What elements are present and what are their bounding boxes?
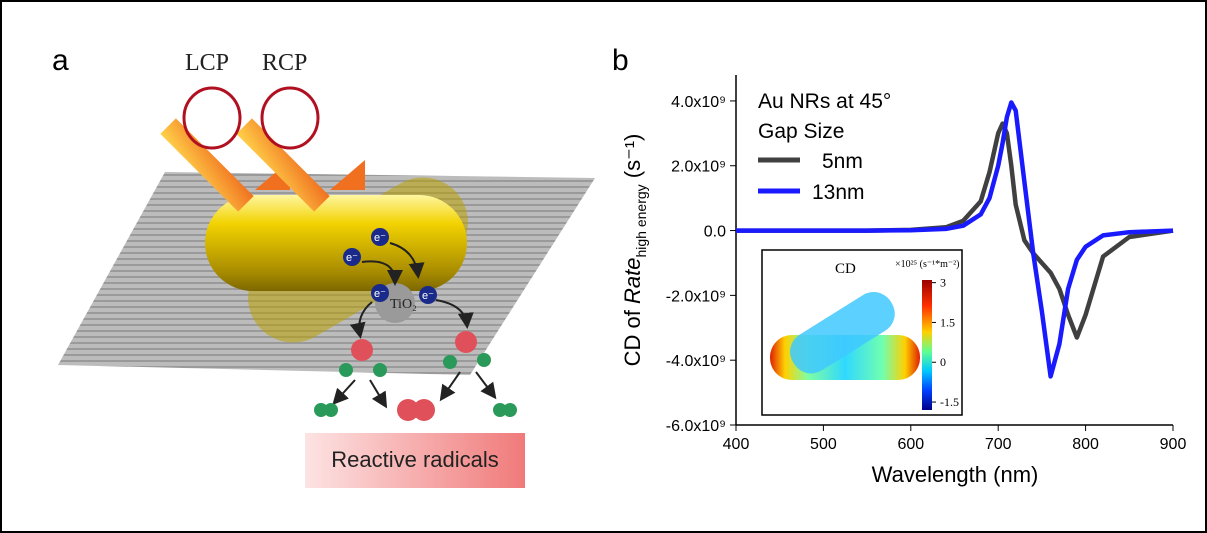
inset-shape (790, 292, 895, 374)
y-label-part: CD of (620, 304, 645, 366)
light-beam (236, 118, 330, 212)
colorbar-tick-label: 3 (940, 276, 946, 290)
legend-label: 5nm (822, 150, 863, 173)
panel-label: b (612, 44, 629, 77)
arrow (361, 260, 403, 286)
y-tick-label: -4.0x10⁹ (666, 353, 726, 370)
inset-title: CD (835, 261, 856, 277)
legend-title: Gap Size (758, 120, 844, 143)
rcp-label: RCP (262, 50, 307, 76)
y-label-part: high energy (633, 184, 649, 257)
arrow (332, 379, 356, 405)
lcp-label: LCP (185, 50, 229, 76)
x-tick-label: 900 (1160, 436, 1187, 453)
electron (419, 286, 437, 304)
caption-box (305, 433, 525, 488)
arrow (369, 379, 388, 409)
electron (371, 284, 389, 302)
y-label-part: Rate (620, 258, 645, 304)
legend-title: Au NRs at 45° (758, 90, 891, 113)
y-tick-label: 0.0 (704, 224, 726, 241)
x-axis-label: Wavelength (nm) (872, 462, 1039, 487)
radicals (314, 399, 517, 421)
y-axis-label: CD of Ratehigh energy (s⁻¹) (620, 134, 649, 367)
panel-a: a LCP RCP TiO₂ e⁻ e⁻ e⁻ e⁻ (52, 44, 595, 488)
arrow (439, 371, 461, 402)
y-tick-label: 2.0x10⁹ (671, 159, 726, 176)
colorbar (922, 280, 932, 410)
series-line (736, 100, 1174, 379)
x-tick-label: 400 (723, 436, 750, 453)
x-tick-label: 800 (1072, 436, 1099, 453)
colorbar-tick-label: -1.5 (940, 395, 959, 409)
panel-label: a (52, 44, 69, 77)
electron-label: e⁻ (374, 232, 386, 244)
electron-label: e⁻ (374, 288, 386, 300)
colorbar-tick-label: 0 (940, 355, 946, 369)
circular-arrow (260, 86, 320, 150)
arrow (435, 299, 474, 329)
electron-label: e⁻ (422, 290, 434, 302)
light-beam (160, 118, 254, 212)
electron (371, 228, 389, 246)
colorbar-tick-label: 1.5 (940, 315, 955, 329)
tio2-label: TiO₂ (390, 297, 417, 312)
circular-arrow (182, 86, 242, 150)
arrow (475, 371, 497, 400)
colorbar-label: ×10²⁵ (s⁻¹*m⁻²) (895, 259, 960, 270)
arrow (389, 242, 425, 279)
y-label-part: (s⁻¹) (620, 134, 645, 185)
beam-head (330, 160, 365, 190)
caption: Reactive radicals (331, 447, 499, 472)
x-tick-label: 600 (897, 436, 924, 453)
molecule (339, 331, 491, 377)
y-tick-label: -2.0x10⁹ (666, 288, 726, 305)
panel-b: b CD of Ratehigh energy (s⁻¹) Wavelength… (612, 44, 1186, 487)
electron (343, 248, 361, 266)
x-tick-label: 700 (985, 436, 1012, 453)
y-tick-label: 4.0x10⁹ (671, 94, 726, 111)
nanorod-front (205, 195, 467, 291)
y-tick-label: -6.0x10⁹ (666, 418, 726, 435)
legend-label: 13nm (812, 181, 865, 204)
arrow (349, 301, 373, 339)
x-tick-label: 500 (810, 436, 837, 453)
electron-label: e⁻ (346, 252, 358, 264)
